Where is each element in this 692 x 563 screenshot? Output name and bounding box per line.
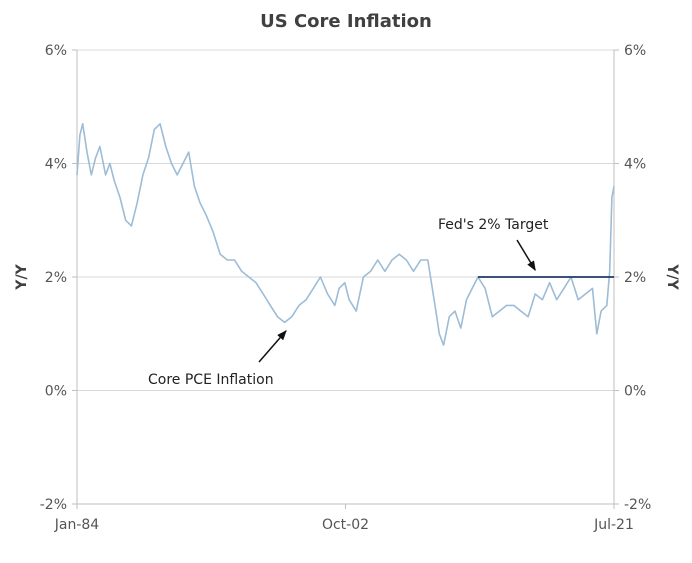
x-tick-label: Oct-02 xyxy=(322,517,369,533)
y-tick-label-right: -2% xyxy=(624,497,651,513)
y-ticks-right: 6% 4% 2% 0% -2% xyxy=(614,43,651,513)
annotation-arrow-core-pce xyxy=(258,330,287,363)
annotation-core-pce: Core PCE Inflation xyxy=(148,372,274,388)
y-axis-label-left: Y/Y xyxy=(14,263,30,290)
series-group xyxy=(76,123,615,346)
y-tick-label-left: 6% xyxy=(45,43,67,59)
series-line-core-pce xyxy=(76,123,615,346)
annotations: Core PCE Inflation Fed's 2% Target xyxy=(148,217,549,388)
x-tick-label: Jul-21 xyxy=(593,517,634,533)
y-tick-label-left: 0% xyxy=(45,384,67,400)
y-tick-label-right: 6% xyxy=(624,43,646,59)
y-tick-label-right: 0% xyxy=(624,384,646,400)
x-tick-label: Jan-84 xyxy=(54,517,100,533)
annotation-fed-target: Fed's 2% Target xyxy=(438,217,549,233)
grid xyxy=(77,49,614,391)
y-tick-label-right: 2% xyxy=(624,270,646,286)
y-axis-label-right: Y/Y xyxy=(664,263,680,290)
chart-title: US Core Inflation xyxy=(260,11,432,32)
y-tick-label-right: 4% xyxy=(624,157,646,173)
x-ticks: Jan-84 Oct-02 Jul-21 xyxy=(54,504,634,533)
y-tick-label-left: -2% xyxy=(40,497,67,513)
annotation-arrow-fed-target xyxy=(516,239,536,272)
y-tick-label-left: 4% xyxy=(45,157,67,173)
y-tick-label-left: 2% xyxy=(45,270,67,286)
y-ticks-left: 6% 4% 2% 0% -2% xyxy=(40,43,77,513)
